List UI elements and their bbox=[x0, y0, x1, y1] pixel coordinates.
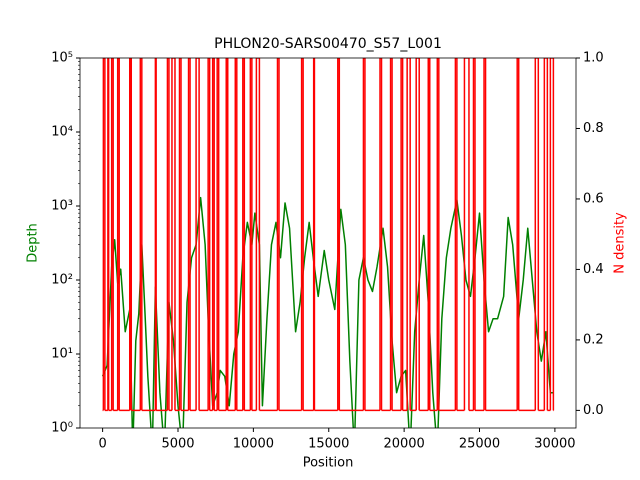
y2-tick-label: 0.6 bbox=[583, 191, 604, 206]
x-tick-label: 30000 bbox=[534, 437, 575, 452]
x-tick-label: 15000 bbox=[308, 437, 349, 452]
y2-tick-label: 0.0 bbox=[583, 403, 604, 418]
y-tick-label: 10¹ bbox=[51, 347, 73, 362]
y2-axis-label: N density bbox=[613, 212, 628, 274]
y2-tick-label: 0.8 bbox=[583, 121, 604, 136]
y-tick-label: 10² bbox=[51, 273, 73, 288]
y2-tick-label: 0.2 bbox=[583, 332, 604, 347]
x-axis-label: Position bbox=[303, 456, 354, 471]
y-tick-label: 10⁴ bbox=[51, 125, 73, 140]
y-axis-label: Depth bbox=[26, 223, 41, 263]
x-tick-label: 20000 bbox=[383, 437, 424, 452]
x-tick-label: 5000 bbox=[161, 437, 194, 452]
y-tick-label: 10⁰ bbox=[51, 421, 73, 436]
y2-tick-label: 1.0 bbox=[583, 51, 604, 66]
x-tick-label: 0 bbox=[98, 437, 106, 452]
axes-frame bbox=[79, 57, 577, 429]
y2-tick-label: 0.4 bbox=[583, 262, 604, 277]
x-tick-label: 10000 bbox=[233, 437, 274, 452]
plot-area bbox=[101, 58, 555, 428]
y-tick-label: 10³ bbox=[51, 199, 73, 214]
x-tick-label: 25000 bbox=[459, 437, 500, 452]
chart-title: PHLON20-SARS00470_S57_L001 bbox=[214, 36, 442, 52]
y-tick-label: 10⁵ bbox=[51, 51, 73, 66]
